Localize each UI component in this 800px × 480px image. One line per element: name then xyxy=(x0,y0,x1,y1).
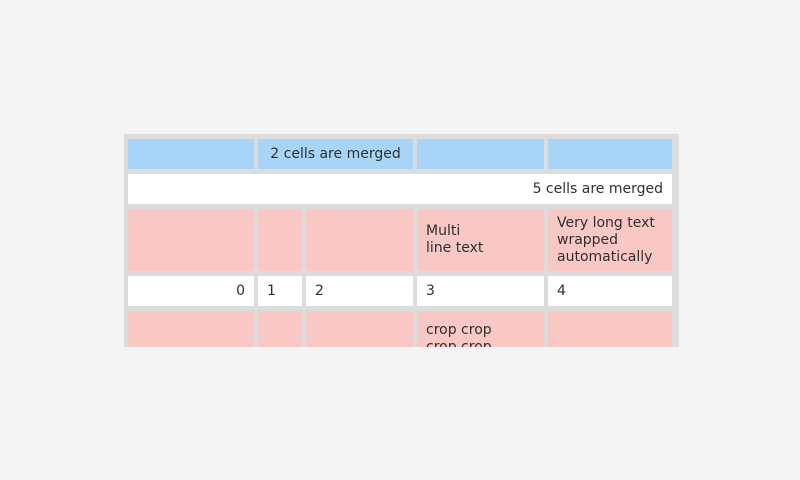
table-row-multiline: Multi line text Very long text wrapped a… xyxy=(128,209,672,271)
table-cell: 4 xyxy=(548,276,672,306)
table-row-header: 2 cells are merged xyxy=(128,139,672,169)
table-cell: 0 xyxy=(128,276,254,306)
table-cell xyxy=(128,311,254,347)
table-cell: 3 xyxy=(417,276,544,306)
table-cell-multiline: Multi line text xyxy=(417,209,544,271)
table-row-cropped: crop crop crop crop xyxy=(128,311,672,347)
table-cell xyxy=(306,311,413,347)
table-cell: 1 xyxy=(258,276,302,306)
table-cell: 2 xyxy=(306,276,413,306)
table-widget: 2 cells are merged 5 cells are merged Mu… xyxy=(124,134,679,347)
table-cell xyxy=(548,311,672,347)
table-row-merged-5: 5 cells are merged xyxy=(128,174,672,204)
table-cell-merged-5: 5 cells are merged xyxy=(128,174,672,204)
table-cell-merged-2: 2 cells are merged xyxy=(258,139,413,169)
table-cell xyxy=(417,139,544,169)
table-cell xyxy=(128,139,254,169)
table-cell-wrapped: Very long text wrapped automatically xyxy=(548,209,672,271)
table-cell xyxy=(548,139,672,169)
table-cell xyxy=(306,209,413,271)
table-cell xyxy=(258,311,302,347)
table-row-numbers: 0 1 2 3 4 xyxy=(128,276,672,306)
table-cell xyxy=(258,209,302,271)
table-cell xyxy=(128,209,254,271)
table-cell-cropped-text: crop crop crop crop xyxy=(417,311,544,347)
